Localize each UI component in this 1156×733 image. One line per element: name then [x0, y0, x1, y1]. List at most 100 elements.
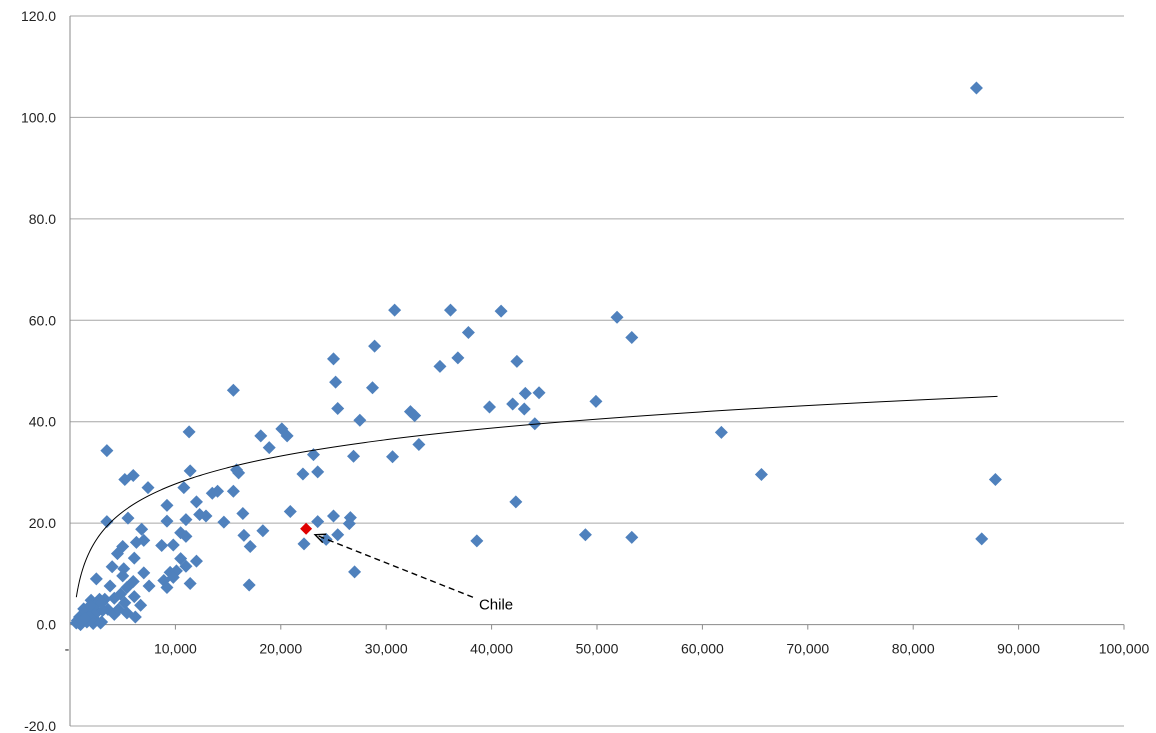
data-point — [296, 467, 310, 481]
y-tick-label: -20.0 — [24, 718, 56, 733]
data-point — [368, 339, 382, 353]
data-point — [256, 524, 270, 538]
data-point — [311, 465, 325, 479]
y-tick-label: 20.0 — [29, 515, 56, 531]
data-point — [329, 375, 343, 389]
data-point — [179, 513, 193, 527]
data-point — [103, 579, 117, 593]
data-point — [353, 413, 367, 427]
data-point — [280, 429, 294, 443]
data-point — [242, 578, 256, 592]
data-point — [262, 441, 276, 455]
data-point — [236, 507, 250, 521]
data-point — [166, 538, 180, 552]
x-tick-label: 80,000 — [892, 641, 935, 657]
data-point — [319, 532, 333, 546]
x-tick-label: - — [65, 641, 70, 657]
data-point — [347, 449, 361, 463]
data-point — [327, 509, 340, 523]
data-point — [160, 514, 174, 528]
data-point — [95, 596, 109, 610]
data-point — [189, 554, 203, 568]
data-point — [141, 481, 155, 495]
data-point — [237, 528, 251, 542]
data-point — [107, 591, 121, 605]
data-point — [127, 590, 141, 604]
data-point — [578, 528, 592, 542]
x-tick-label: 10,000 — [154, 641, 197, 657]
data-point — [183, 576, 197, 590]
data-point — [135, 522, 149, 536]
x-tick-label: 20,000 — [259, 641, 302, 657]
data-point — [226, 383, 240, 397]
data-point — [199, 509, 213, 523]
y-tick-label: 40.0 — [29, 414, 56, 430]
data-point — [177, 481, 191, 495]
data-point — [116, 569, 130, 583]
data-point — [754, 467, 768, 481]
data-point — [189, 495, 203, 509]
data-point — [100, 515, 114, 529]
data-point — [408, 409, 422, 423]
data-point — [137, 533, 151, 547]
data-point — [610, 310, 624, 324]
data-point — [714, 425, 728, 439]
data-point — [589, 394, 603, 408]
data-point — [127, 551, 141, 565]
data-point — [110, 547, 124, 561]
data-point — [155, 538, 169, 552]
y-tick-label: 100.0 — [21, 109, 56, 125]
chile-label: Chile — [479, 596, 513, 613]
data-point — [975, 532, 989, 546]
data-point — [160, 498, 174, 512]
x-tick-label: 70,000 — [786, 641, 829, 657]
data-point — [365, 381, 379, 395]
data-points — [69, 81, 1002, 632]
data-point — [121, 511, 135, 525]
data-point — [89, 572, 103, 586]
data-point — [506, 397, 520, 411]
data-point — [518, 386, 532, 400]
data-point — [166, 570, 180, 584]
data-point — [142, 579, 156, 593]
data-point — [470, 534, 484, 548]
data-point — [331, 528, 345, 542]
y-tick-label: 120.0 — [21, 8, 56, 24]
data-point — [120, 606, 134, 620]
data-point — [283, 504, 297, 518]
data-point — [388, 303, 402, 317]
data-point — [311, 515, 325, 529]
data-point — [94, 616, 108, 630]
data-point — [182, 425, 196, 439]
data-point — [254, 429, 268, 443]
data-point — [100, 444, 114, 458]
data-point — [532, 386, 546, 400]
data-point — [179, 559, 193, 573]
y-tick-label: 60.0 — [29, 312, 56, 328]
data-point — [412, 438, 426, 452]
data-point — [232, 466, 246, 480]
y-tick-label: 80.0 — [29, 211, 56, 227]
data-point — [625, 530, 639, 544]
data-point — [342, 517, 356, 531]
x-tick-label: 100,000 — [1099, 641, 1150, 657]
data-point — [306, 448, 320, 462]
x-tick-label: 90,000 — [997, 641, 1040, 657]
data-point — [482, 400, 496, 414]
data-point — [517, 402, 531, 416]
data-point — [443, 303, 457, 317]
data-point — [494, 304, 508, 318]
data-point — [86, 617, 100, 631]
data-point — [433, 359, 447, 373]
data-point — [386, 450, 400, 464]
x-tick-label: 50,000 — [576, 641, 619, 657]
data-point — [461, 325, 475, 339]
chile-arrow-line — [314, 534, 474, 598]
data-point — [243, 539, 257, 553]
gridlines — [70, 15, 1124, 727]
data-point — [327, 352, 340, 366]
x-tick-label: 30,000 — [365, 641, 408, 657]
x-tick-label: 60,000 — [681, 641, 724, 657]
data-point — [988, 473, 1002, 487]
